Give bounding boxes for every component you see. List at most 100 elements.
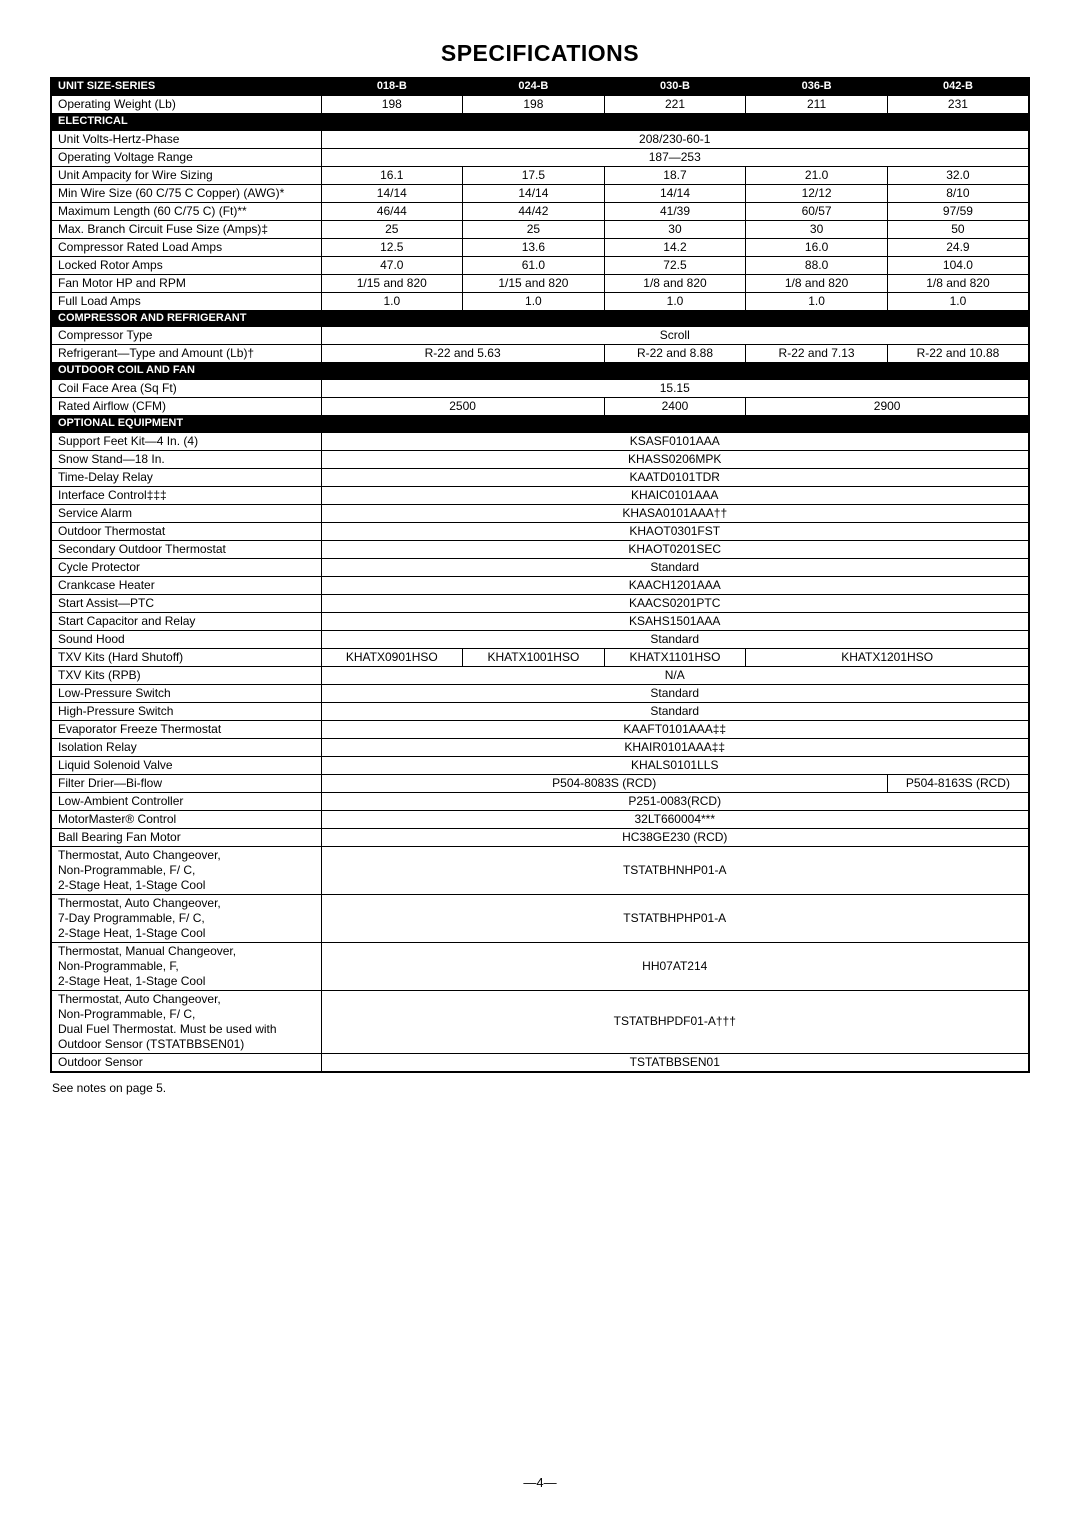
cell: TSTATBBSEN01 bbox=[321, 1053, 1029, 1072]
cell: KAACH1201AAA bbox=[321, 576, 1029, 594]
table-row: Thermostat, Manual Changeover,Non-Progra… bbox=[51, 942, 1029, 990]
cell: Standard bbox=[321, 630, 1029, 648]
row-label: Fan Motor HP and RPM bbox=[51, 274, 321, 292]
cell: KHATX1101HSO bbox=[604, 648, 746, 666]
row-label: Cycle Protector bbox=[51, 558, 321, 576]
row-label: High-Pressure Switch bbox=[51, 702, 321, 720]
table-row: Support Feet Kit—4 In. (4)KSASF0101AAA bbox=[51, 432, 1029, 450]
section-label: OUTDOOR COIL AND FAN bbox=[51, 363, 1029, 380]
row-label: Maximum Length (60 C/75 C) (Ft)** bbox=[51, 202, 321, 220]
row-label: TXV Kits (Hard Shutoff) bbox=[51, 648, 321, 666]
table-row: Fan Motor HP and RPM1/15 and 8201/15 and… bbox=[51, 274, 1029, 292]
footnote: See notes on page 5. bbox=[50, 1081, 1030, 1095]
cell: P251-0083(RCD) bbox=[321, 792, 1029, 810]
table-row: High-Pressure SwitchStandard bbox=[51, 702, 1029, 720]
cell: 15.15 bbox=[321, 380, 1029, 398]
cell: 1/15 and 820 bbox=[463, 274, 605, 292]
header-label: UNIT SIZE-SERIES bbox=[51, 78, 321, 95]
table-row: Unit Volts-Hertz-Phase208/230-60-1 bbox=[51, 130, 1029, 148]
row-label: Full Load Amps bbox=[51, 292, 321, 310]
table-row: Operating Weight (Lb)198198221211231 bbox=[51, 95, 1029, 113]
cell: KHAOT0301FST bbox=[321, 522, 1029, 540]
table-row: Snow Stand—18 In.KHASS0206MPK bbox=[51, 450, 1029, 468]
cell: N/A bbox=[321, 666, 1029, 684]
cell: 208/230-60-1 bbox=[321, 130, 1029, 148]
column-header: 036-B bbox=[746, 78, 888, 95]
row-label: Evaporator Freeze Thermostat bbox=[51, 720, 321, 738]
cell: 30 bbox=[746, 220, 888, 238]
row-label: Thermostat, Manual Changeover,Non-Progra… bbox=[51, 942, 321, 990]
table-row: Outdoor ThermostatKHAOT0301FST bbox=[51, 522, 1029, 540]
cell: KHAIC0101AAA bbox=[321, 486, 1029, 504]
cell: 41/39 bbox=[604, 202, 746, 220]
cell: 8/10 bbox=[887, 184, 1029, 202]
cell: 17.5 bbox=[463, 166, 605, 184]
cell: 211 bbox=[746, 95, 888, 113]
cell: 25 bbox=[321, 220, 463, 238]
cell: Standard bbox=[321, 684, 1029, 702]
cell: 2400 bbox=[604, 398, 746, 416]
table-row: Refrigerant—Type and Amount (Lb)†R-22 an… bbox=[51, 345, 1029, 363]
cell: 1.0 bbox=[604, 292, 746, 310]
cell: 14/14 bbox=[321, 184, 463, 202]
cell: 12.5 bbox=[321, 238, 463, 256]
cell: 198 bbox=[321, 95, 463, 113]
table-row: Evaporator Freeze ThermostatKAAFT0101AAA… bbox=[51, 720, 1029, 738]
row-label: Thermostat, Auto Changeover,Non-Programm… bbox=[51, 990, 321, 1053]
table-row: TXV Kits (RPB)N/A bbox=[51, 666, 1029, 684]
row-label: Interface Control‡‡‡ bbox=[51, 486, 321, 504]
specifications-table: UNIT SIZE-SERIES018-B024-B030-B036-B042-… bbox=[50, 77, 1030, 1073]
cell: KHAOT0201SEC bbox=[321, 540, 1029, 558]
cell: 97/59 bbox=[887, 202, 1029, 220]
cell: Scroll bbox=[321, 327, 1029, 345]
row-label: Max. Branch Circuit Fuse Size (Amps)‡ bbox=[51, 220, 321, 238]
row-label: Operating Weight (Lb) bbox=[51, 95, 321, 113]
row-label: Unit Ampacity for Wire Sizing bbox=[51, 166, 321, 184]
table-row: Sound HoodStandard bbox=[51, 630, 1029, 648]
row-label: Crankcase Heater bbox=[51, 576, 321, 594]
cell: 2500 bbox=[321, 398, 604, 416]
row-label: MotorMaster® Control bbox=[51, 810, 321, 828]
row-label: Sound Hood bbox=[51, 630, 321, 648]
cell: 1.0 bbox=[463, 292, 605, 310]
table-row: TXV Kits (Hard Shutoff)KHATX0901HSOKHATX… bbox=[51, 648, 1029, 666]
table-row: Operating Voltage Range187—253 bbox=[51, 148, 1029, 166]
cell: 21.0 bbox=[746, 166, 888, 184]
cell: Standard bbox=[321, 558, 1029, 576]
cell: 60/57 bbox=[746, 202, 888, 220]
table-row: Secondary Outdoor ThermostatKHAOT0201SEC bbox=[51, 540, 1029, 558]
row-label: Outdoor Sensor bbox=[51, 1053, 321, 1072]
row-label: Compressor Type bbox=[51, 327, 321, 345]
row-label: Filter Drier—Bi-flow bbox=[51, 774, 321, 792]
cell: 1/8 and 820 bbox=[604, 274, 746, 292]
cell: P504-8083S (RCD) bbox=[321, 774, 887, 792]
cell: R-22 and 8.88 bbox=[604, 345, 746, 363]
row-label: Snow Stand—18 In. bbox=[51, 450, 321, 468]
cell: P504-8163S (RCD) bbox=[887, 774, 1029, 792]
cell: 231 bbox=[887, 95, 1029, 113]
table-row: Liquid Solenoid ValveKHALS0101LLS bbox=[51, 756, 1029, 774]
cell: R-22 and 5.63 bbox=[321, 345, 604, 363]
cell: 25 bbox=[463, 220, 605, 238]
row-label: Ball Bearing Fan Motor bbox=[51, 828, 321, 846]
section-compressor: COMPRESSOR AND REFRIGERANT bbox=[51, 310, 1029, 327]
cell: R-22 and 10.88 bbox=[887, 345, 1029, 363]
table-row: Outdoor SensorTSTATBBSEN01 bbox=[51, 1053, 1029, 1072]
table-header-row: UNIT SIZE-SERIES018-B024-B030-B036-B042-… bbox=[51, 78, 1029, 95]
row-label: Support Feet Kit—4 In. (4) bbox=[51, 432, 321, 450]
cell: 2900 bbox=[746, 398, 1029, 416]
table-row: Interface Control‡‡‡KHAIC0101AAA bbox=[51, 486, 1029, 504]
table-row: Locked Rotor Amps47.061.072.588.0104.0 bbox=[51, 256, 1029, 274]
row-label: Start Assist—PTC bbox=[51, 594, 321, 612]
cell: 61.0 bbox=[463, 256, 605, 274]
cell: KHASA0101AAA†† bbox=[321, 504, 1029, 522]
row-label: Service Alarm bbox=[51, 504, 321, 522]
cell: 12/12 bbox=[746, 184, 888, 202]
cell: 32LT660004*** bbox=[321, 810, 1029, 828]
row-label: Compressor Rated Load Amps bbox=[51, 238, 321, 256]
table-row: Thermostat, Auto Changeover,Non-Programm… bbox=[51, 846, 1029, 894]
row-label: Locked Rotor Amps bbox=[51, 256, 321, 274]
section-optional: OPTIONAL EQUIPMENT bbox=[51, 416, 1029, 433]
cell: 50 bbox=[887, 220, 1029, 238]
cell: 1.0 bbox=[746, 292, 888, 310]
